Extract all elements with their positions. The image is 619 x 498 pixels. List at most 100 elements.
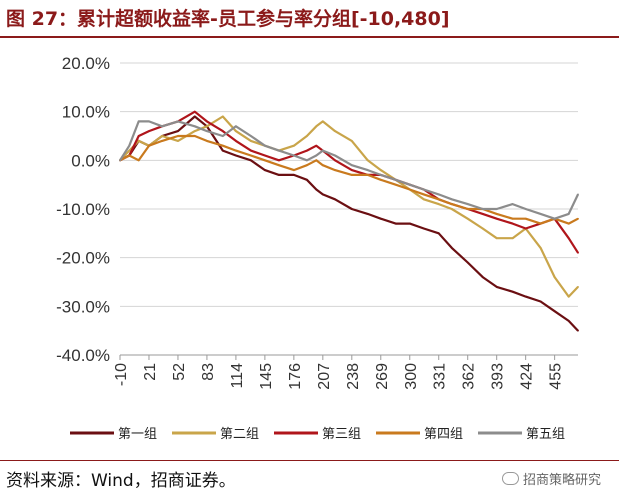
data-point — [553, 310, 556, 313]
data-point — [221, 144, 224, 147]
data-point — [334, 159, 336, 162]
x-tick-label: -10 — [113, 363, 130, 386]
data-point — [366, 212, 369, 215]
data-point — [249, 149, 252, 152]
data-point — [437, 203, 440, 206]
data-point — [437, 193, 440, 196]
data-point — [577, 251, 579, 254]
x-tick-label: 424 — [519, 363, 536, 390]
data-point — [495, 208, 498, 210]
data-point — [511, 237, 514, 240]
data-point — [466, 203, 469, 206]
y-axis-ticks: 20.0% 10.0% 0.0% -10.0% -20.0% -30.0% -40.0% — [56, 54, 110, 365]
data-point — [177, 135, 179, 137]
title-divider — [0, 36, 619, 38]
data-point — [553, 217, 556, 220]
data-point — [292, 154, 295, 157]
data-point — [334, 154, 336, 157]
y-tick-label: 10.0% — [62, 103, 110, 122]
chart-title: 图 27：累计超额收益率-员工参与率分组[-10,480] — [6, 8, 450, 30]
data-point — [306, 149, 308, 152]
data-point — [408, 188, 411, 191]
x-tick-label: 269 — [374, 363, 391, 390]
data-point — [408, 183, 411, 186]
data-point — [161, 125, 163, 128]
data-point — [277, 149, 280, 152]
data-point — [263, 144, 266, 147]
y-tick-label: -40.0% — [56, 346, 110, 365]
data-point — [292, 174, 295, 176]
x-tick-label: 362 — [461, 363, 478, 390]
data-point — [495, 285, 498, 288]
data-point — [206, 125, 208, 128]
data-point — [567, 237, 570, 240]
data-point — [263, 154, 266, 157]
data-point — [379, 169, 382, 171]
x-tick-label: 176 — [287, 363, 304, 390]
data-point — [495, 212, 498, 215]
data-point — [235, 149, 237, 152]
data-point — [235, 125, 237, 128]
x-tick-label: 207 — [316, 363, 333, 390]
data-point — [161, 139, 163, 142]
data-point — [306, 159, 308, 162]
x-axis: -10 21 52 83 114 145 176 207 238 269 300 331 362 393 4… — [113, 354, 578, 390]
data-point — [193, 130, 196, 133]
data-point — [235, 139, 237, 142]
data-point — [495, 217, 498, 220]
data-point — [481, 276, 484, 279]
gridlines — [120, 62, 578, 356]
data-point — [481, 208, 484, 210]
data-point — [394, 183, 397, 186]
data-point — [137, 159, 140, 162]
data-point — [350, 169, 353, 171]
data-point — [292, 144, 295, 147]
data-point — [306, 164, 308, 167]
data-point — [137, 139, 140, 142]
data-point — [177, 130, 179, 133]
data-point — [524, 217, 527, 220]
data-point — [511, 290, 514, 293]
data-point — [306, 178, 308, 181]
x-tick-label: 331 — [432, 363, 449, 390]
data-point — [292, 169, 295, 171]
data-point — [334, 130, 336, 133]
data-point — [235, 130, 237, 133]
data-point — [394, 178, 397, 181]
data-point — [161, 135, 163, 137]
data-point — [177, 139, 179, 142]
legend: 第一组 第二组 第三组 第四组 第五组 — [70, 427, 565, 442]
data-point — [249, 159, 252, 162]
source-note: 资料来源：Wind，招商证券。 — [6, 471, 236, 491]
data-point — [193, 135, 196, 137]
data-point — [206, 130, 208, 133]
data-point — [379, 178, 382, 181]
x-tick-label: 114 — [229, 363, 246, 389]
data-point — [148, 120, 150, 123]
data-point — [128, 149, 131, 152]
data-point — [379, 174, 382, 176]
data-point — [128, 144, 131, 147]
y-tick-label: 20.0% — [62, 54, 110, 73]
data-point — [379, 217, 382, 220]
brand-text: 招商策略研究 — [522, 473, 601, 488]
data-point — [539, 212, 542, 215]
data-point — [524, 208, 527, 210]
data-point — [466, 208, 469, 210]
x-tick-label: 393 — [490, 363, 507, 390]
data-point — [263, 169, 266, 171]
data-point — [450, 208, 453, 210]
data-point — [422, 193, 425, 196]
legend-label-4: 第四组 — [424, 427, 463, 442]
x-tick-label: 238 — [345, 363, 362, 390]
data-point — [567, 295, 570, 298]
data-point — [249, 139, 252, 142]
data-point — [193, 115, 196, 118]
data-point — [321, 120, 324, 123]
data-point — [321, 164, 324, 167]
x-tick-label: 145 — [258, 363, 275, 390]
y-tick-label: -30.0% — [56, 297, 110, 316]
data-point — [524, 295, 527, 298]
data-point — [577, 285, 579, 288]
data-point — [577, 193, 579, 196]
